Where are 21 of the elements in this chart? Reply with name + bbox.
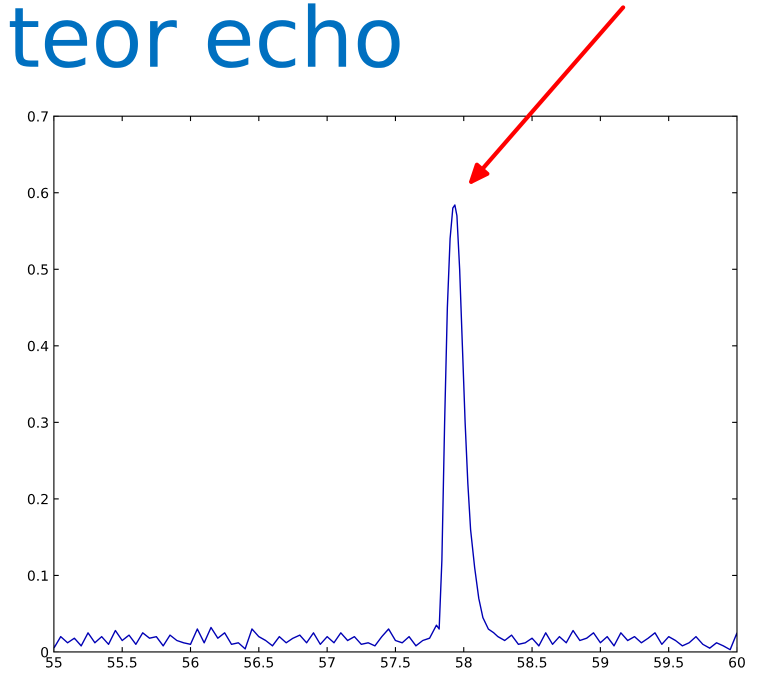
x-tick-label: 59.5: [654, 657, 683, 668]
y-tick-label: 0.7: [28, 111, 48, 122]
chart-title: teor echo: [10, 3, 400, 68]
x-tick-label: 57.5: [381, 657, 410, 668]
x-tick-label: 56.5: [244, 657, 274, 668]
y-tick-label: 0.4: [28, 340, 48, 352]
y-tick-label: 0.3: [28, 417, 48, 428]
y-tick-label: 0.6: [28, 188, 48, 198]
x-tick-label: 56: [182, 657, 198, 668]
x-tick-label: 55.5: [108, 657, 136, 668]
x-tick-label: 60: [729, 657, 745, 668]
x-tick-label: 59: [592, 657, 608, 668]
y-tick-label: 0.5: [28, 264, 48, 275]
x-tick-label: 57: [319, 657, 335, 668]
x-tick-label: 58: [456, 657, 472, 668]
y-tick-label: 0.1: [28, 570, 48, 581]
x-tick-label: 58.5: [518, 657, 546, 668]
y-tick-label: 0: [41, 646, 48, 658]
x-tick-label: 55: [46, 657, 62, 668]
y-tick-label: 0.2: [28, 494, 48, 504]
line-series: [54, 204, 737, 650]
